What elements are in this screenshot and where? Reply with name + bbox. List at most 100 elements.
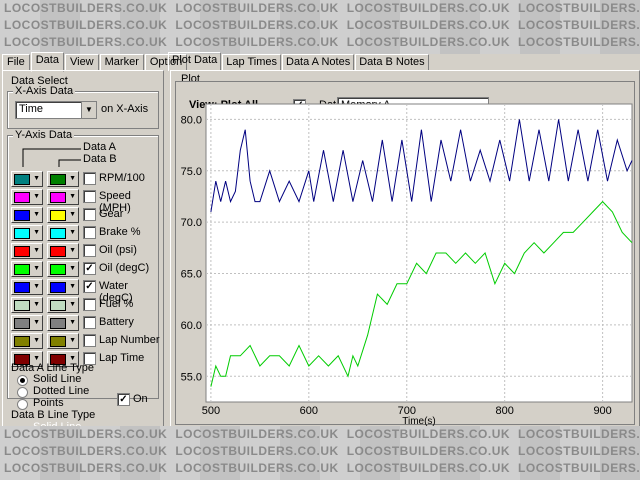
y-tick-label: 70.0 <box>181 217 202 229</box>
radio-points[interactable] <box>17 399 28 410</box>
y-axis-title: Y-Axis Data <box>13 129 75 141</box>
data-a-color-button[interactable]: ▼ <box>11 279 43 295</box>
chevron-down-icon: ▼ <box>33 355 40 362</box>
channel-label: Lap Number <box>99 334 160 346</box>
channel-checkbox[interactable] <box>83 208 96 221</box>
channel-checkbox[interactable] <box>83 190 96 203</box>
channel-label: Brake % <box>99 226 141 238</box>
line-on-label: On <box>133 393 148 405</box>
data-a-color-button[interactable]: ▼ <box>11 189 43 205</box>
right-tab-bar: Plot Data Lap Times Data A Notes Data B … <box>168 52 430 71</box>
color-swatch <box>50 246 66 257</box>
color-swatch <box>50 192 66 203</box>
channel-checkbox[interactable]: ✓ <box>83 262 96 275</box>
chevron-down-icon: ▼ <box>33 337 40 344</box>
color-swatch <box>50 174 66 185</box>
radio-points-label: Points <box>33 397 64 409</box>
data-b-color-button[interactable]: ▼ <box>47 351 79 367</box>
chevron-down-icon: ▼ <box>69 229 76 236</box>
data-a-color-button[interactable]: ▼ <box>11 333 43 349</box>
data-b-color-button[interactable]: ▼ <box>47 243 79 259</box>
data-b-color-button[interactable]: ▼ <box>47 171 79 187</box>
y-tick-label: 60.0 <box>181 320 202 332</box>
data-a-color-button[interactable]: ▼ <box>11 315 43 331</box>
x-axis-select[interactable]: Time ▼ <box>15 101 97 119</box>
data-b-color-button[interactable]: ▼ <box>47 297 79 313</box>
chevron-down-icon: ▼ <box>33 247 40 254</box>
channel-checkbox[interactable] <box>83 316 96 329</box>
channel-checkbox[interactable]: ✓ <box>83 280 96 293</box>
tab-view[interactable]: View <box>64 54 99 70</box>
tab-data-a-notes[interactable]: Data A Notes <box>282 54 355 70</box>
data-a-color-button[interactable]: ▼ <box>11 171 43 187</box>
color-swatch <box>50 300 66 311</box>
color-swatch <box>14 318 30 329</box>
tab-plot-data[interactable]: Plot Data <box>168 52 222 71</box>
left-panel: File Data View Marker Option Data Select… <box>0 52 188 433</box>
y-tick-label: 75.0 <box>181 166 202 178</box>
data-a-color-button[interactable]: ▼ <box>11 225 43 241</box>
radio-solid-line[interactable] <box>17 375 28 386</box>
chevron-down-icon: ▼ <box>69 193 76 200</box>
chevron-down-icon: ▼ <box>69 175 76 182</box>
channel-checkbox[interactable] <box>83 334 96 347</box>
line-on-checkbox[interactable]: ✓ <box>117 393 130 406</box>
chevron-down-icon: ▼ <box>69 265 76 272</box>
tab-data-b-notes[interactable]: Data B Notes <box>355 54 429 70</box>
data-a-color-button[interactable]: ▼ <box>11 297 43 313</box>
chevron-down-icon: ▼ <box>81 102 96 118</box>
data-b-color-button[interactable]: ▼ <box>47 333 79 349</box>
tab-file[interactable]: File <box>2 54 30 70</box>
watermark-top: LOCOSTBUILDERS.CO.UK LOCOSTBUILDERS.CO.UK… <box>0 0 640 54</box>
left-tab-bar: File Data View Marker Option <box>2 52 188 72</box>
channel-checkbox[interactable] <box>83 298 96 311</box>
chevron-down-icon: ▼ <box>69 283 76 290</box>
data-a-color-button[interactable]: ▼ <box>11 243 43 259</box>
channel-label: Lap Time <box>99 352 145 364</box>
color-swatch <box>14 192 30 203</box>
data-b-color-button[interactable]: ▼ <box>47 315 79 331</box>
radio-solid-line-label: Solid Line <box>33 373 82 385</box>
line-type-b-title: Data B Line Type <box>11 409 96 421</box>
x-tick-label: 500 <box>202 405 220 417</box>
channel-checkbox[interactable] <box>83 244 96 257</box>
radio-dotted-line[interactable] <box>17 387 28 398</box>
color-swatch <box>50 282 66 293</box>
y-axis-group <box>7 135 159 399</box>
chevron-down-icon: ▼ <box>33 229 40 236</box>
tab-data[interactable]: Data <box>30 52 64 72</box>
x-axis-suffix: on X-Axis <box>101 103 149 115</box>
color-swatch <box>50 336 66 347</box>
chevron-down-icon: ▼ <box>33 301 40 308</box>
x-tick-label: 700 <box>398 405 416 417</box>
chevron-down-icon: ▼ <box>69 319 76 326</box>
tab-lap-times[interactable]: Lap Times <box>222 54 281 70</box>
color-swatch <box>14 282 30 293</box>
chevron-down-icon: ▼ <box>69 301 76 308</box>
channel-label: Battery <box>99 316 134 328</box>
color-swatch <box>14 264 30 275</box>
data-a-color-button[interactable]: ▼ <box>11 351 43 367</box>
data-b-color-button[interactable]: ▼ <box>47 225 79 241</box>
channel-label: Gear <box>99 208 124 220</box>
channel-checkbox[interactable] <box>83 352 96 365</box>
color-swatch <box>14 354 30 365</box>
channel-checkbox[interactable] <box>83 226 96 239</box>
channel-checkbox[interactable] <box>83 172 96 185</box>
data-a-color-button[interactable]: ▼ <box>11 207 43 223</box>
data-b-color-button[interactable]: ▼ <box>47 189 79 205</box>
data-b-color-button[interactable]: ▼ <box>47 279 79 295</box>
tab-option[interactable]: Option <box>144 54 188 70</box>
tab-marker[interactable]: Marker <box>99 54 144 70</box>
data-b-color-button[interactable]: ▼ <box>47 261 79 277</box>
data-a-color-button[interactable]: ▼ <box>11 261 43 277</box>
header-connector-lines <box>22 148 81 167</box>
chevron-down-icon: ▼ <box>69 247 76 254</box>
data-b-color-button[interactable]: ▼ <box>47 207 79 223</box>
plot-title: Plot <box>181 73 200 85</box>
color-swatch <box>14 174 30 185</box>
watermark-bottom: LOCOSTBUILDERS.CO.UK LOCOSTBUILDERS.CO.UK… <box>0 426 640 480</box>
x-axis-title: X-Axis Data <box>13 85 76 97</box>
chevron-down-icon: ▼ <box>33 265 40 272</box>
color-swatch <box>14 210 30 221</box>
